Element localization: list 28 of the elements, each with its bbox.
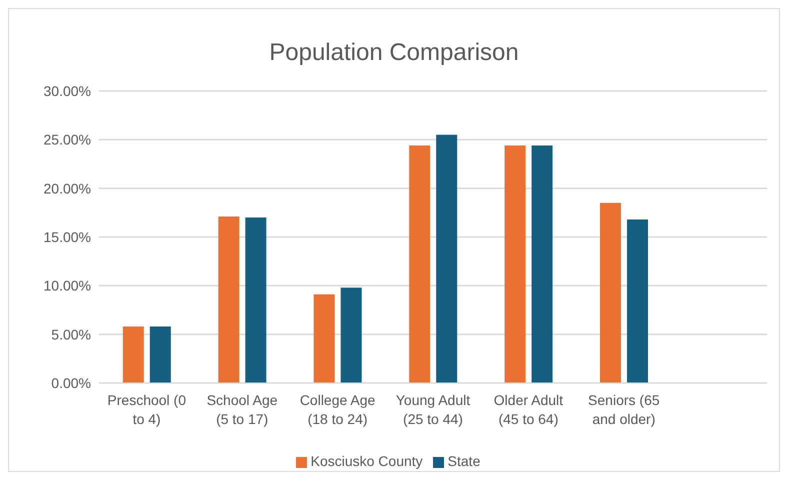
x-tick-label: Older Adult (45 to 64)	[494, 392, 564, 427]
bar	[627, 219, 648, 383]
y-tick-label: 30.00%	[44, 82, 91, 99]
legend-label: State	[448, 453, 480, 469]
y-tick-label: 0.00%	[51, 374, 91, 391]
legend-label: Kosciusko County	[310, 453, 423, 469]
x-tick-label: Young Adult (25 to 44)	[396, 392, 470, 427]
bar	[150, 326, 171, 383]
x-tick-label: College Age (18 to 24)	[300, 392, 376, 427]
bar	[409, 146, 430, 383]
y-tick-label: 5.00%	[51, 326, 91, 342]
bar	[504, 146, 526, 383]
x-tick-label: Preschool (0 to 4)	[107, 392, 186, 427]
chart-title: Population Comparison	[268, 39, 520, 68]
y-tick-label: 15.00%	[44, 228, 91, 245]
bar	[218, 216, 240, 383]
y-tick-label: 25.00%	[44, 132, 91, 148]
x-tick-label: Seniors (65 and older)	[588, 392, 660, 427]
bar	[436, 134, 458, 383]
bar	[600, 202, 621, 383]
bar	[532, 146, 553, 383]
bar	[314, 294, 335, 383]
bar	[340, 288, 362, 383]
y-tick-label: 20.00%	[44, 180, 91, 196]
bar	[245, 218, 266, 383]
x-tick-label: School Age (5 to 17)	[206, 392, 278, 427]
bar	[122, 326, 144, 383]
y-tick-label: 10.00%	[44, 278, 91, 294]
